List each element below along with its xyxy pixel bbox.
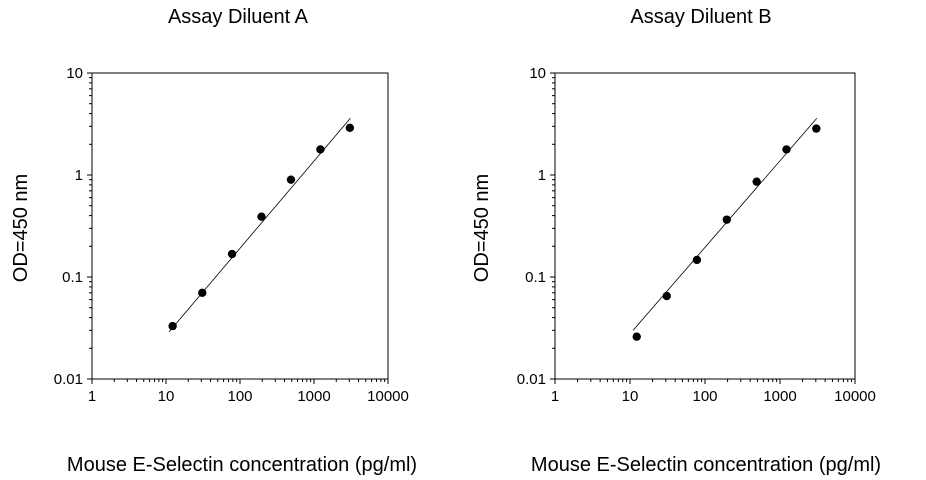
chart-panel-b: Assay Diluent B OD=450 nm Mouse E-Select…: [471, 6, 881, 476]
x-tick-label-b-2: 100: [692, 388, 717, 405]
y-tick-label-b-3: 10: [529, 65, 546, 82]
x-tick-label-b-1: 10: [622, 388, 639, 405]
data-point-b-1: [662, 291, 671, 301]
data-point-b-2: [692, 255, 702, 265]
data-point-b-5: [782, 145, 791, 154]
x-tick-label-a-0: 1: [88, 388, 96, 405]
y-tick-label-b-1: 0.1: [525, 269, 546, 286]
data-point-a-2: [227, 249, 237, 259]
y-tick-label-b-2: 1: [538, 167, 546, 184]
plot-frame-a: [91, 72, 389, 380]
y-axis-title-a: OD=450 nm: [10, 174, 32, 282]
y-axis-title-b: OD=450 nm: [471, 174, 493, 282]
y-tick-label-b-0: 0.01: [517, 371, 546, 388]
x-tick-label-b-4: 10000: [834, 388, 876, 405]
x-tick-label-a-2: 100: [227, 388, 252, 405]
x-tick-label-b-3: 1000: [763, 388, 796, 405]
data-point-a-3: [257, 212, 266, 221]
data-point-a-1: [198, 288, 207, 297]
chart-title-b: Assay Diluent B: [630, 6, 771, 28]
y-tick-label-a-2: 1: [75, 167, 83, 184]
x-tick-label-a-3: 1000: [297, 388, 330, 405]
data-point-a-5: [316, 145, 325, 154]
data-point-a-0: [168, 321, 177, 331]
data-point-b-0: [632, 332, 641, 341]
data-point-a-4: [286, 175, 296, 184]
x-tick-label-a-4: 10000: [367, 388, 409, 405]
chart-panel-a: Assay Diluent A OD=450 nm Mouse E-Select…: [10, 6, 417, 476]
fit-line-a: [168, 117, 351, 333]
data-point-a-6: [345, 123, 355, 133]
x-axis-title-b: Mouse E-Selectin concentration (pg/ml): [531, 454, 881, 476]
x-axis-title-a: Mouse E-Selectin concentration (pg/ml): [67, 454, 417, 476]
data-point-b-6: [812, 124, 821, 133]
data-point-b-4: [752, 177, 761, 186]
y-tick-label-a-0: 0.01: [54, 371, 83, 388]
x-tick-label-b-0: 1: [551, 388, 559, 405]
y-tick-label-a-3: 10: [66, 65, 83, 82]
data-point-b-3: [722, 215, 732, 224]
plot-frame-b: [554, 72, 856, 380]
y-tick-label-a-1: 0.1: [62, 269, 83, 286]
x-tick-label-a-1: 10: [158, 388, 175, 405]
chart-title-a: Assay Diluent A: [168, 6, 309, 28]
